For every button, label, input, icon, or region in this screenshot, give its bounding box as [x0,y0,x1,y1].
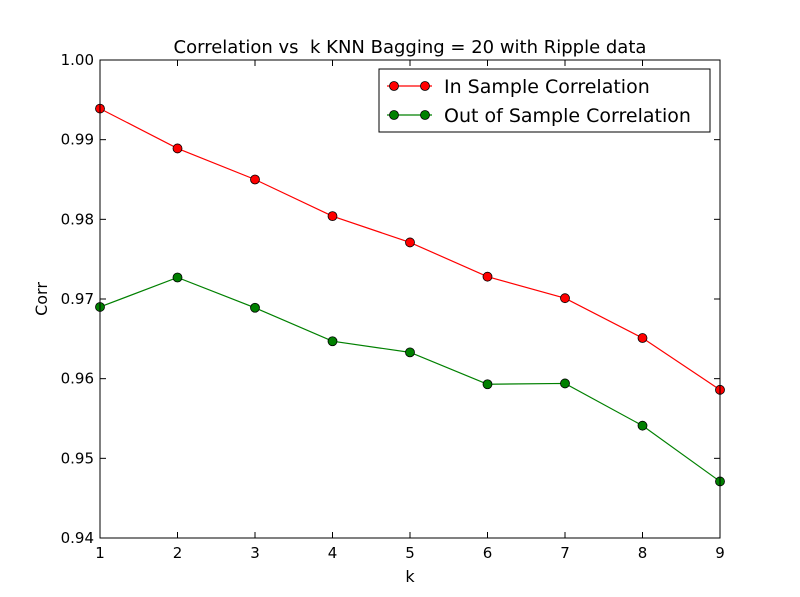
y-tick-label: 0.94 [61,529,94,547]
y-tick-label: 0.99 [61,131,94,149]
data-point-in-sample [250,174,260,185]
x-tick-label: 5 [405,544,415,562]
y-tick-label: 0.96 [61,370,94,388]
data-point-in-sample [482,271,493,282]
data-point-out-of-sample [560,378,570,389]
data-point-out-of-sample [482,379,493,390]
legend-marker-in-sample [420,81,430,91]
data-point-in-sample [327,211,338,222]
x-tick-label: 2 [173,544,183,562]
legend-label-in-sample: In Sample Correlation [444,76,650,98]
data-point-out-of-sample [637,420,648,431]
data-point-out-of-sample [172,272,183,283]
y-tick-label: 1.00 [61,51,94,69]
legend: In Sample Correlation Out of Sample Corr… [378,68,711,133]
legend-marker-in-sample [389,81,399,91]
y-axis-label: Corr [32,282,51,316]
data-point-in-sample [560,293,570,304]
data-point-out-of-sample [405,347,415,358]
legend-marker-out-sample [420,110,430,120]
y-tick-label: 0.97 [61,290,94,308]
data-point-in-sample [405,237,415,248]
x-tick-label: 9 [715,544,725,562]
x-axis-ticks: 1 2 3 4 5 6 7 8 9 [95,60,725,562]
plot-area [95,103,725,487]
y-tick-label: 0.95 [61,449,94,467]
y-tick-label: 0.98 [61,210,94,228]
x-tick-label: 6 [483,544,493,562]
y-axis-ticks: 0.94 0.95 0.96 0.97 0.98 0.99 1.00 [61,51,720,547]
data-point-in-sample [637,333,648,343]
x-axis-label: k [405,567,415,586]
data-point-in-sample [172,143,183,154]
legend-label-out-sample: Out of Sample Correlation [444,105,691,127]
x-tick-label: 8 [638,544,648,562]
x-tick-label: 3 [250,544,260,562]
plot-frame [99,59,721,539]
chart-title: Correlation vs k KNN Bagging = 20 with R… [174,37,647,58]
x-tick-label: 4 [328,544,338,562]
series-line-out-of-sample [99,276,721,482]
legend-marker-out-sample [389,110,399,120]
data-point-out-of-sample [250,302,260,313]
x-tick-label: 7 [560,544,570,562]
legend-box [378,68,711,133]
x-tick-label: 1 [95,544,105,562]
data-point-out-of-sample [327,336,338,347]
